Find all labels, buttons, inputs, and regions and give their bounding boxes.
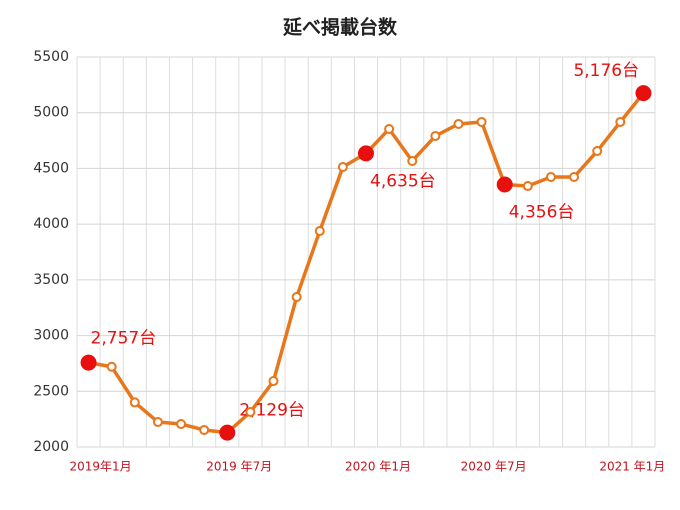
line [88, 92, 645, 435]
marker [453, 118, 464, 129]
y-tick-label: 3000 [33, 328, 69, 344]
marker [291, 292, 302, 303]
x-tick-label: 2020 年7月 [461, 460, 527, 474]
highlight-marker [219, 424, 236, 441]
x-tick-label: 2020 年1月 [345, 460, 411, 474]
marker [199, 424, 210, 435]
x-tick-label: 2019 年7月 [206, 460, 272, 474]
marker [314, 226, 325, 237]
marker [245, 407, 256, 418]
x-tick-label: 2019年1月 [69, 460, 131, 474]
marker [176, 419, 187, 430]
highlight-marker [80, 354, 97, 371]
marker [522, 181, 533, 192]
marker [592, 146, 603, 157]
y-tick-label: 5000 [33, 105, 69, 121]
data-label: 2,757台 [91, 329, 157, 349]
marker [569, 172, 580, 183]
marker [384, 123, 395, 134]
highlight-marker [358, 145, 374, 162]
y-tick-label: 2000 [33, 439, 69, 455]
marker [430, 131, 441, 142]
y-tick-label: 4000 [33, 216, 69, 232]
y-tick-label: 4500 [33, 160, 69, 176]
marker [337, 161, 348, 172]
x-tick-label: 2021 年1月 [599, 460, 665, 474]
data-label: 4,635台 [370, 171, 436, 191]
marker [407, 155, 418, 166]
marker [615, 116, 626, 127]
data-label: 5,176台 [573, 61, 639, 81]
chart-title: 延べ掲載台数 [282, 16, 398, 39]
marker [545, 172, 556, 183]
data-label: 4,356台 [509, 202, 575, 222]
marker [268, 376, 279, 387]
y-tick-label: 3500 [33, 272, 69, 288]
y-tick-label: 5500 [33, 49, 69, 65]
marker [129, 397, 140, 408]
highlight-marker [635, 85, 652, 102]
marker [106, 361, 117, 372]
marker [476, 116, 487, 127]
y-tick-label: 2500 [33, 383, 69, 399]
highlight-marker [496, 176, 513, 193]
data-label: 2,129台 [239, 401, 305, 421]
marker [152, 417, 163, 428]
